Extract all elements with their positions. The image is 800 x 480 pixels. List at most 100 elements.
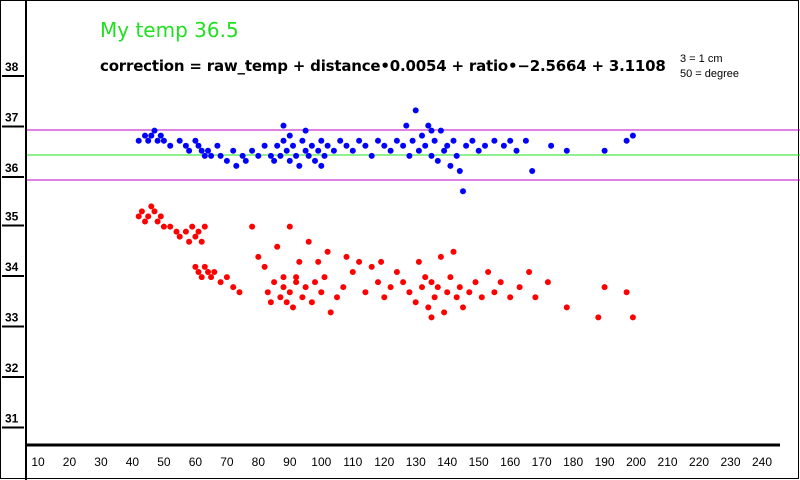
blue-data-point [176,137,183,144]
red-data-point [195,228,202,235]
blue-data-point [343,142,350,149]
red-data-point [406,289,413,296]
red-data-point [456,284,463,291]
red-data-point [286,289,293,296]
red-data-point [302,284,309,291]
red-data-point [485,269,492,275]
blue-data-point [192,137,199,144]
blue-data-point [425,122,432,129]
red-data-point [286,223,293,230]
red-data-point [192,233,199,240]
red-data-point [154,218,161,225]
red-data-point [428,279,435,286]
blue-data-point [330,147,337,154]
blue-data-point [318,162,325,169]
red-data-point [516,284,523,291]
blue-data-point [522,137,529,144]
y-tick-label: 32 [5,361,19,375]
red-data-point [176,233,183,240]
blue-data-point [280,137,287,144]
blue-data-point [428,127,435,134]
red-data-point [290,304,296,311]
blue-data-point [362,142,369,149]
blue-data-point [450,137,457,144]
red-data-point [255,253,262,260]
red-data-point [283,299,290,306]
y-tick-label: 35 [5,210,19,224]
red-data-point [142,218,148,225]
blue-data-point [274,142,281,149]
x-tick-label: 170 [532,455,552,469]
blue-data-point [563,147,570,154]
red-data-point [362,289,369,296]
blue-data-point [463,142,470,149]
red-data-point [249,223,256,230]
red-data-point [223,274,230,281]
x-tick-label: 210 [658,455,678,469]
blue-data-point [182,142,189,149]
red-data-point [563,304,570,311]
red-data-point [305,238,312,245]
blue-data-point [296,162,303,169]
blue-data-point [482,142,488,149]
red-data-point [419,284,425,291]
red-data-point [201,223,208,230]
blue-data-point [375,137,381,144]
blue-data-point [434,157,441,164]
x-tick-label: 40 [126,455,140,469]
red-data-point [393,269,400,275]
blue-data-point [267,152,274,159]
blue-data-point [623,137,630,144]
red-data-point [437,253,444,260]
blue-data-point [422,142,429,149]
red-data-point [280,284,287,291]
blue-data-point [201,152,208,159]
x-tick-label: 10 [31,455,45,469]
x-axis-ticks: 10 20 30 40 50 60 70 80 90 100 110 120 130 140 150 160 1… [31,455,772,469]
blue-data-point [157,132,164,139]
blue-data-point [186,147,193,154]
blue-data-point [148,132,155,139]
red-data-point [412,299,419,306]
red-data-point [312,279,318,286]
x-tick-label: 30 [94,455,108,469]
red-data-point [236,289,243,296]
blue-data-point [208,152,215,159]
red-data-point [157,213,164,220]
x-tick-label: 140 [437,455,457,469]
x-tick-label: 100 [311,455,331,469]
chart-title: My temp 36.5 [100,18,239,42]
red-data-point [167,223,174,230]
blue-data-point [217,152,224,159]
red-data-point [340,284,347,291]
red-data-point [434,284,441,291]
data-points [135,107,636,321]
red-data-point [387,284,394,291]
blue-data-point [491,137,498,144]
red-data-point [264,289,271,296]
blue-data-point [299,137,306,144]
blue-data-point [387,147,394,154]
red-data-point [173,228,180,235]
blue-data-point [198,147,205,154]
red-data-point [198,274,205,281]
x-tick-label: 80 [252,455,266,469]
red-data-point [327,309,334,316]
x-tick-label: 60 [189,455,203,469]
red-data-point [466,289,473,296]
x-tick-label: 190 [595,455,615,469]
red-data-point [460,304,466,311]
red-data-point [299,294,306,301]
red-data-point [192,263,199,270]
red-data-point [208,274,215,281]
blue-data-point [255,152,262,159]
red-data-point [447,274,454,281]
blue-data-point [223,157,230,164]
blue-data-point [205,147,211,154]
red-data-point [623,289,630,296]
red-data-point [201,263,208,270]
blue-data-point [239,152,246,159]
blue-data-point [453,152,460,159]
red-data-point [211,269,218,275]
red-data-point [472,279,479,286]
